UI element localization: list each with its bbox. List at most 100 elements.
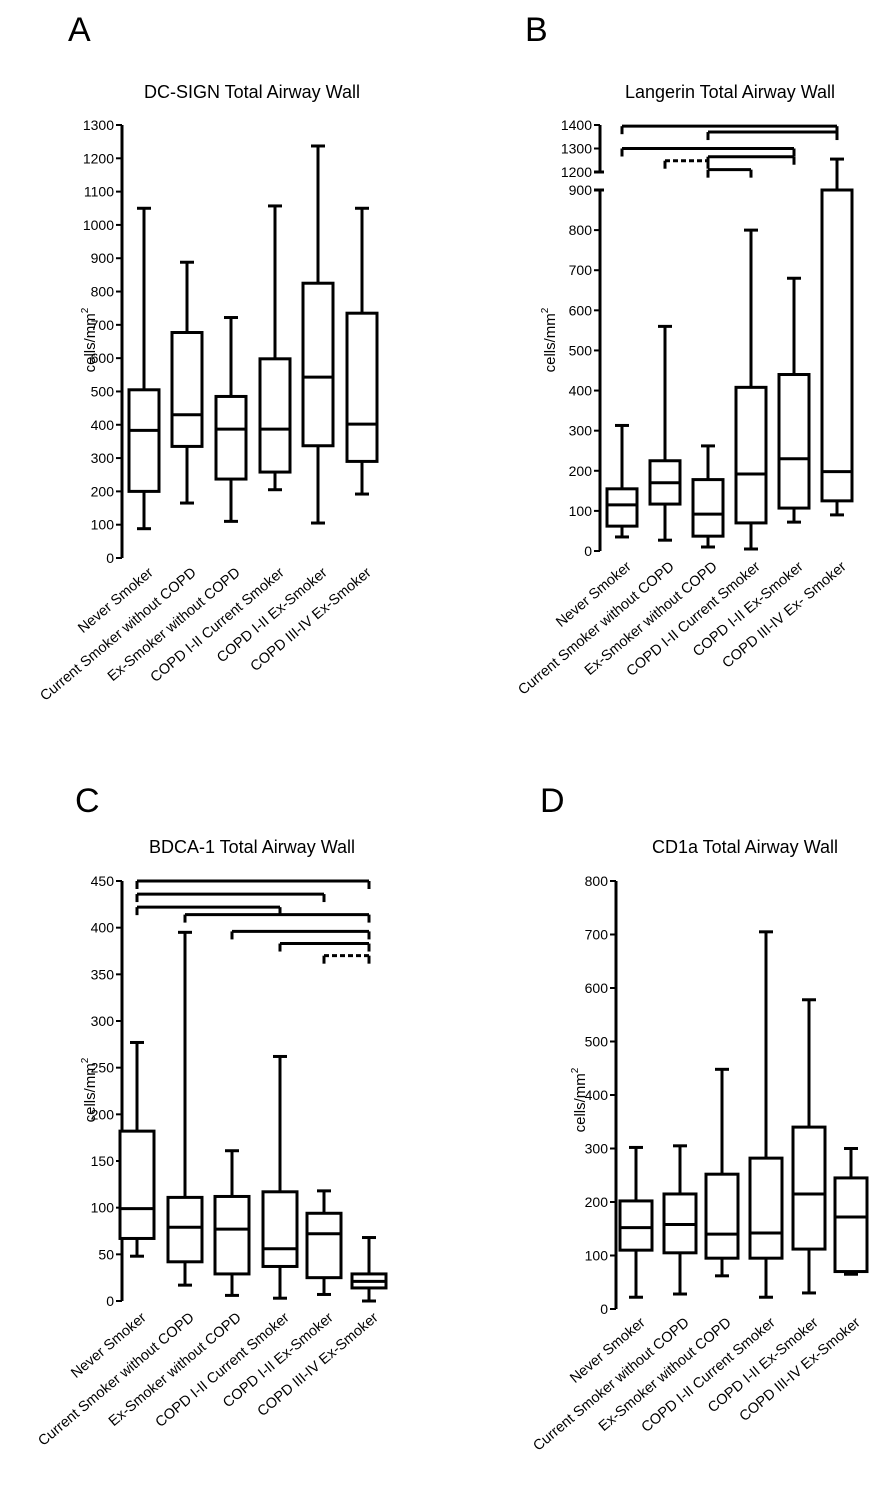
box-1 bbox=[118, 1040, 156, 1258]
y-axis-title-text: cells/mm bbox=[542, 313, 559, 372]
box-4 bbox=[748, 930, 784, 1299]
panel-letter: D bbox=[540, 782, 565, 820]
y-axis-title-superscript: 2 bbox=[80, 1057, 91, 1063]
chart-panel-a: A DC-SIGN Total Airway Wall 0 100 200 300 400 5… bbox=[37, 11, 379, 705]
y-tick-label: 300 bbox=[91, 1013, 115, 1029]
box-1 bbox=[618, 1145, 654, 1299]
y-tick-label: 1300 bbox=[561, 141, 592, 157]
y-tick-label: 200 bbox=[569, 463, 593, 479]
y-axis-title: cells/mm2 bbox=[540, 307, 559, 372]
y-tick-label: 300 bbox=[569, 423, 593, 439]
significance-bracket bbox=[706, 155, 796, 165]
box-6 bbox=[820, 157, 854, 517]
y-tick-label: 50 bbox=[98, 1246, 114, 1262]
y-tick-label: 600 bbox=[91, 350, 115, 366]
y-tick-label: 400 bbox=[91, 920, 115, 936]
box-body bbox=[820, 188, 854, 503]
box-body bbox=[791, 1125, 827, 1251]
box-3 bbox=[213, 1149, 251, 1297]
significance-bracket bbox=[230, 929, 371, 940]
y-axis-title: cells/mm2 bbox=[80, 1057, 99, 1122]
y-tick-label: 1300 bbox=[83, 117, 114, 133]
box-2 bbox=[648, 324, 682, 542]
box-body bbox=[170, 331, 204, 448]
y-tick-label: 100 bbox=[585, 1248, 609, 1264]
y-tick-label: 0 bbox=[106, 550, 114, 566]
box-3 bbox=[704, 1067, 740, 1278]
y-axis-title-superscript: 2 bbox=[80, 307, 91, 313]
box-4 bbox=[261, 1054, 299, 1300]
box-body bbox=[691, 478, 725, 538]
y-tick-label: 800 bbox=[585, 873, 609, 889]
box-5 bbox=[301, 144, 335, 525]
box-body bbox=[748, 1156, 784, 1260]
significance-bracket bbox=[278, 942, 371, 952]
y-axis-title: cells/mm2 bbox=[80, 307, 99, 372]
box-1 bbox=[605, 423, 639, 539]
box-body bbox=[777, 373, 811, 510]
significance-bracket bbox=[183, 913, 371, 923]
y-tick-label: 800 bbox=[91, 284, 115, 300]
y-tick-label: 300 bbox=[91, 450, 115, 466]
y-tick-label: 1000 bbox=[83, 217, 114, 233]
y-tick-label: 700 bbox=[569, 262, 593, 278]
y-tick-label: 900 bbox=[91, 250, 115, 266]
y-tick-label: 100 bbox=[91, 517, 115, 533]
y-tick-label: 1200 bbox=[83, 150, 114, 166]
box-body bbox=[301, 281, 335, 448]
box-5 bbox=[791, 998, 827, 1295]
box-5 bbox=[777, 276, 811, 524]
y-tick-label: 900 bbox=[569, 182, 593, 198]
box-body bbox=[213, 1194, 251, 1276]
y-tick-label: 500 bbox=[569, 342, 593, 358]
box-2 bbox=[170, 260, 204, 505]
y-tick-label: 300 bbox=[585, 1141, 609, 1157]
box-body bbox=[258, 357, 292, 474]
y-axis-title-superscript: 2 bbox=[540, 307, 551, 313]
y-tick-label: 1400 bbox=[561, 117, 592, 133]
y-tick-label: 700 bbox=[585, 927, 609, 943]
chart-title: Langerin Total Airway Wall bbox=[625, 82, 835, 102]
category-label: Never Smoker bbox=[567, 1315, 648, 1387]
panel-letter: B bbox=[525, 11, 548, 49]
chart-title: CD1a Total Airway Wall bbox=[652, 837, 838, 857]
box-3 bbox=[214, 316, 248, 523]
significance-bracket bbox=[135, 892, 326, 903]
category-label: Current Smoker without COPD bbox=[37, 565, 199, 705]
y-tick-label: 200 bbox=[91, 483, 115, 499]
y-tick-label: 0 bbox=[600, 1301, 608, 1317]
y-tick-label: 700 bbox=[91, 317, 115, 333]
significance-bracket bbox=[663, 159, 710, 169]
y-tick-label: 600 bbox=[569, 302, 593, 318]
box-2 bbox=[662, 1144, 698, 1296]
box-4 bbox=[258, 204, 292, 492]
box-3 bbox=[691, 444, 725, 549]
box-5 bbox=[305, 1189, 343, 1296]
box-body bbox=[127, 388, 161, 493]
significance-bracket bbox=[706, 130, 839, 141]
box-1 bbox=[127, 206, 161, 531]
chart-panel-d: D CD1a Total Airway Wall 0 100 200 300 400 500 6… bbox=[530, 782, 869, 1454]
significance-bracket bbox=[135, 879, 371, 889]
y-axis-title-text: cells/mm bbox=[572, 1073, 589, 1132]
y-tick-label: 350 bbox=[91, 966, 115, 982]
y-tick-label: 0 bbox=[584, 543, 592, 559]
significance-bracket bbox=[322, 954, 371, 964]
y-tick-label: 800 bbox=[569, 222, 593, 238]
y-tick-label: 1200 bbox=[561, 164, 592, 180]
box-body bbox=[618, 1199, 654, 1252]
y-tick-label: 200 bbox=[585, 1194, 609, 1210]
box-body bbox=[118, 1129, 156, 1240]
y-axis-title-superscript: 2 bbox=[570, 1067, 581, 1073]
chart-title: BDCA-1 Total Airway Wall bbox=[149, 837, 355, 857]
significance-bracket bbox=[706, 168, 753, 178]
y-tick-label: 450 bbox=[91, 873, 115, 889]
chart-panel-b: B Langerin Total Airway Wall 0 100 200 300 400… bbox=[515, 11, 854, 698]
y-tick-label: 150 bbox=[91, 1153, 115, 1169]
box-body bbox=[345, 311, 379, 463]
box-body bbox=[214, 394, 248, 481]
box-body bbox=[261, 1190, 299, 1268]
y-tick-label: 400 bbox=[91, 417, 115, 433]
y-tick-label: 250 bbox=[91, 1060, 115, 1076]
